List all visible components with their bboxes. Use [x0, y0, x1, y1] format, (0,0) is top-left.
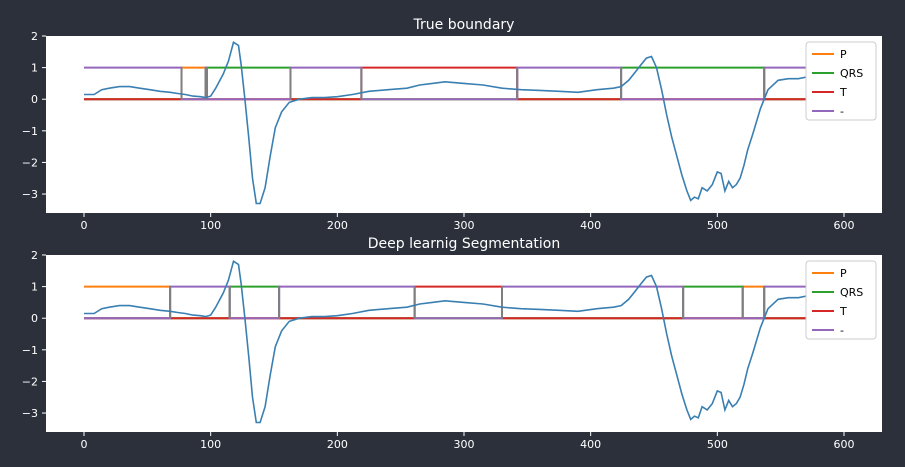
y-tick-label: 0 — [31, 312, 38, 325]
x-tick-label: 400 — [580, 219, 601, 232]
x-tick-label: 400 — [580, 438, 601, 451]
y-tick-label: −2 — [22, 375, 38, 388]
legend: P QRS T - — [805, 260, 877, 340]
legend-label: QRS — [840, 67, 863, 80]
x-tick-label: 600 — [834, 438, 855, 451]
legend: P QRS T - — [805, 41, 877, 121]
x-tick-label: 500 — [707, 219, 728, 232]
legend-label: T — [839, 305, 847, 318]
y-tick-label: −1 — [22, 125, 38, 138]
plot-area — [46, 255, 882, 432]
x-tick-label: 0 — [81, 219, 88, 232]
legend-box — [805, 260, 877, 340]
x-tick-label: 200 — [327, 219, 348, 232]
chart-panel-2: Deep learnig Segmentation 0 100 200 300 400 50… — [22, 236, 882, 451]
x-tick-label: 200 — [327, 438, 348, 451]
y-tick-label: 2 — [31, 30, 38, 43]
legend-label: P — [840, 48, 847, 61]
y-tick-label: 2 — [31, 249, 38, 262]
y-tick-label: 1 — [31, 281, 38, 294]
x-tick-label: 300 — [454, 438, 475, 451]
x-tick-label: 600 — [834, 219, 855, 232]
y-tick-label: −3 — [22, 407, 38, 420]
y-tick-label: −3 — [22, 188, 38, 201]
series-background-line — [84, 66, 844, 101]
y-tick-label: −1 — [22, 344, 38, 357]
plot-area — [46, 36, 882, 213]
ecg-signal-line — [84, 41, 845, 205]
x-tick-label: 300 — [454, 219, 475, 232]
chart-title: True boundary — [413, 17, 515, 33]
chart-title: Deep learnig Segmentation — [368, 236, 560, 252]
legend-label: - — [840, 105, 844, 118]
x-tick-label: 100 — [200, 438, 221, 451]
y-tick-label: 0 — [31, 93, 38, 106]
legend-label: QRS — [840, 286, 863, 299]
legend-box — [805, 41, 877, 121]
x-tick-label: 100 — [200, 219, 221, 232]
ecg-signal-line — [84, 260, 845, 424]
x-tick-label: 0 — [81, 438, 88, 451]
chart-panel-1: True boundary 0 100 200 300 400 500 600 2 1 0 −1 −2 −… — [22, 17, 882, 232]
legend-label: - — [840, 324, 844, 337]
legend-label: T — [839, 86, 847, 99]
legend-label: P — [840, 267, 847, 280]
x-tick-label: 500 — [707, 438, 728, 451]
y-tick-label: −2 — [22, 156, 38, 169]
y-tick-label: 1 — [31, 62, 38, 75]
